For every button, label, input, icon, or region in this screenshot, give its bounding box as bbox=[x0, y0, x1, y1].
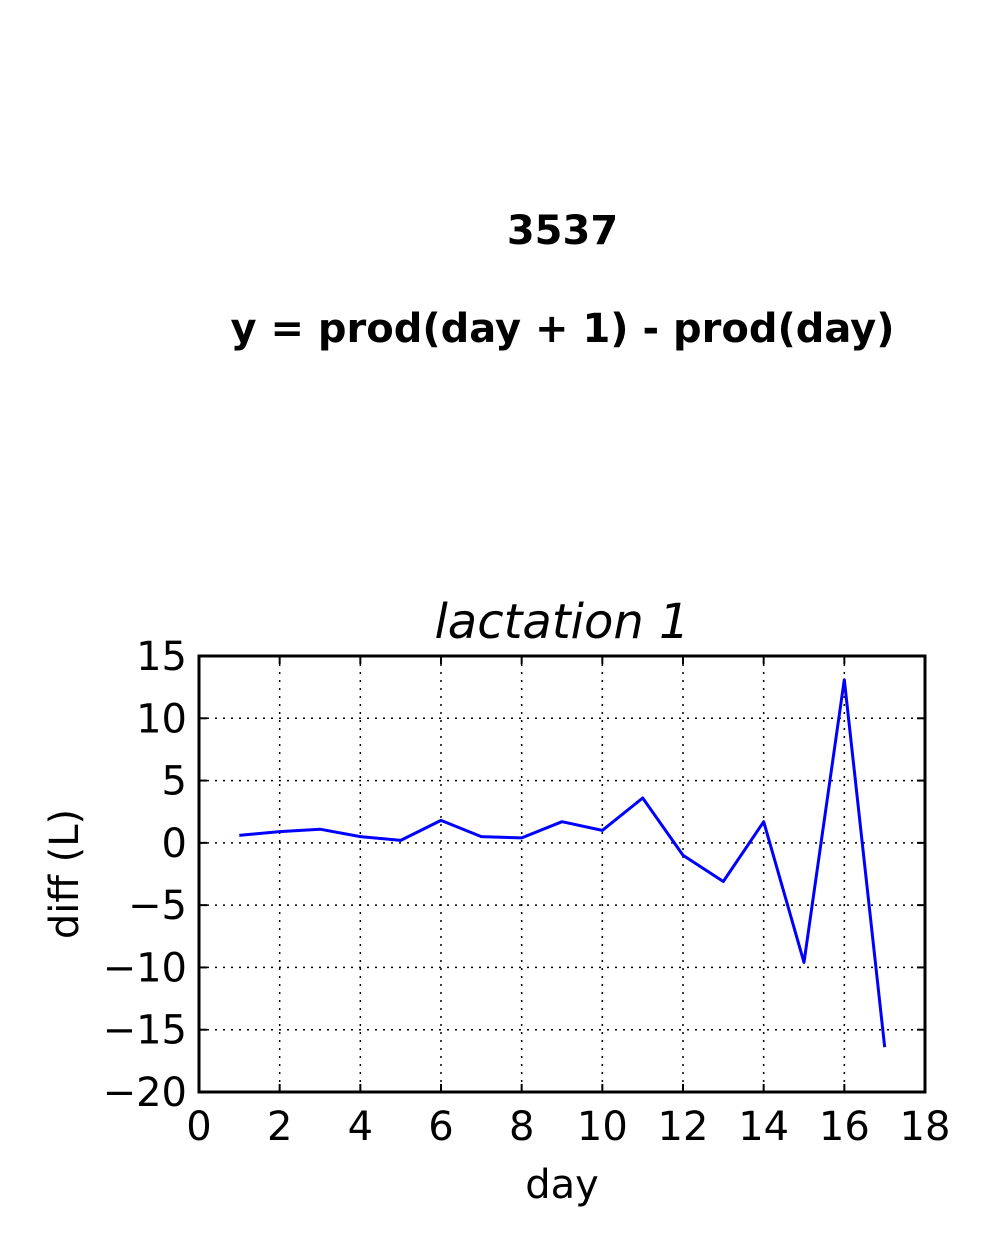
x-tick-label: 10 bbox=[577, 1104, 628, 1150]
y-tick-label: −10 bbox=[103, 945, 187, 991]
y-tick-label: −20 bbox=[103, 1070, 187, 1116]
y-tick-label: 5 bbox=[162, 759, 187, 805]
x-tick-label: 4 bbox=[348, 1104, 373, 1150]
figure-title-line2: y = prod(day + 1) - prod(day) bbox=[230, 306, 895, 352]
series-line bbox=[239, 678, 887, 1048]
series-layer bbox=[239, 678, 887, 1048]
x-tick-label: 8 bbox=[509, 1104, 534, 1150]
x-tick-label: 18 bbox=[900, 1104, 951, 1150]
x-tick-label: 12 bbox=[658, 1104, 709, 1150]
ticks: 0 2 4 6 8 10 12 14 16 18 15 10 5 0 −5 −10 −15 −20 bbox=[103, 634, 951, 1150]
chart-title: lactation 1 bbox=[434, 594, 689, 650]
y-tick-label: 15 bbox=[136, 634, 187, 680]
y-tick-label: −5 bbox=[128, 883, 187, 929]
x-axis-label: day bbox=[525, 1162, 599, 1208]
x-tick-label: 2 bbox=[267, 1104, 292, 1150]
x-tick-label: 16 bbox=[819, 1104, 870, 1150]
y-tick-label: 0 bbox=[162, 821, 187, 867]
y-tick-label: −15 bbox=[103, 1008, 187, 1054]
x-tick-label: 14 bbox=[738, 1104, 789, 1150]
figure-title-line1: 3537 bbox=[506, 208, 619, 254]
y-tick-label: 10 bbox=[136, 696, 187, 742]
x-tick-label: 0 bbox=[186, 1104, 211, 1150]
y-axis-label: diff (L) bbox=[42, 809, 88, 939]
x-tick-label: 6 bbox=[428, 1104, 453, 1150]
plot-frame bbox=[197, 654, 927, 1094]
